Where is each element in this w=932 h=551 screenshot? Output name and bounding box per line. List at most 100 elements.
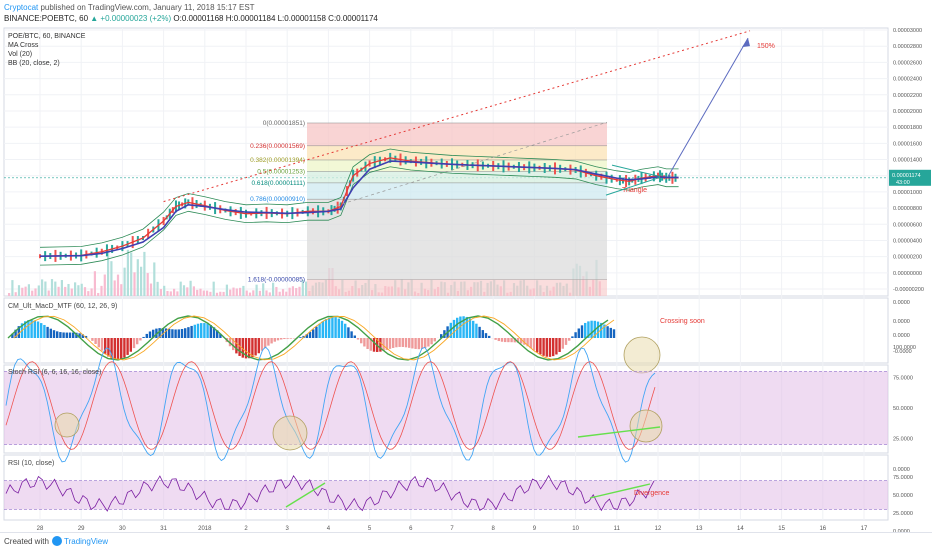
volume-bar [196,290,198,296]
last-price-label: 0.00001174 [892,173,921,179]
stoch-tick-label: 50.0000 [893,406,913,412]
macd-histogram-bar [549,338,551,357]
macd-histogram-bar [363,338,365,346]
stoch-highlight [273,416,307,450]
macd-histogram-bar [40,323,42,338]
macd-histogram-bar [485,333,487,338]
volume-bar [232,288,234,296]
chart-canvas[interactable]: 0(0.00001851)0.236(0.00001569)0.382(0.00… [0,24,932,532]
macd-histogram-bar [98,338,100,347]
tradingview-link[interactable]: TradingView [64,537,108,546]
macd-histogram-bar [488,336,490,338]
stoch-tick-label: 25.0000 [893,437,913,443]
author-link[interactable]: Cryptocat [4,3,38,12]
volume-bar [133,272,135,296]
macd-histogram-bar [565,338,567,345]
price-tick-label: 0.00000600 [893,222,922,228]
volume-bar [84,287,86,296]
volume-bar [67,284,69,296]
volume-bar [117,275,119,296]
fib-level-label: 0.236(0.00001569) [250,143,305,150]
fib-zone [307,123,607,146]
macd-histogram-bar [434,338,436,341]
price-tick-label: 0.00002000 [893,109,922,115]
volume-bar [41,279,43,296]
macd-histogram-bar [171,329,173,338]
volume-bar [259,291,261,296]
volume-bar [219,292,221,296]
macd-histogram-bar [501,338,503,342]
macd-histogram-bar [126,338,128,355]
stoch-tick-label: 0.0000 [893,467,910,473]
macd-histogram-bar [178,329,180,338]
macd-histogram-bar [277,338,279,340]
macd-histogram-bar [149,331,151,338]
macd-histogram-bar [482,330,484,338]
macd-histogram-bar [130,338,132,352]
volume-bar [87,291,89,296]
volume-bar [127,250,129,296]
macd-histogram-bar [533,338,535,350]
volume-bar [186,287,188,296]
volume-bar [292,286,294,296]
macd-histogram-bar [395,338,397,347]
macd-histogram-bar [341,321,343,338]
rsi-tick-label: 50.0000 [893,493,913,499]
legend-entry: Vol (20) [8,51,32,58]
volume-bar [275,287,277,296]
tradingview-logo-icon[interactable] [52,536,62,546]
macd-histogram-bar [478,327,480,338]
volume-bar [176,291,178,296]
volume-bar [295,288,297,296]
macd-histogram-bar [414,338,416,349]
macd-histogram-bar [270,338,272,343]
macd-histogram-bar [101,338,103,351]
macd-histogram-bar [507,338,509,342]
volume-bar [38,285,40,296]
volume-bar [289,288,291,296]
macd-histogram-bar [350,331,352,338]
fib-level-label: 0.786(0.00000910) [250,196,305,203]
macd-histogram-bar [347,327,349,338]
macd-histogram-bar [613,329,615,338]
macd-histogram-bar [206,324,208,338]
legend-entry: BB (20, close, 2) [8,60,60,67]
macd-histogram-bar [562,338,564,349]
volume-bar [21,288,23,296]
volume-bar [190,281,192,296]
volume-bar [236,288,238,296]
macd-histogram-bar [267,338,269,346]
macd-histogram-bar [606,326,608,338]
macd-histogram-bar [174,329,176,338]
arrow-head [742,38,750,47]
volume-bar [183,285,185,296]
symbol-label: BINANCE:POEBTC, 60 [4,14,88,23]
macd-histogram-bar [539,338,541,354]
created-with-label: Created with [4,537,49,546]
macd-histogram-bar [334,317,336,338]
crossing-label: Crossing soon [660,318,705,325]
macd-histogram-bar [555,338,557,354]
volume-bar [120,284,122,296]
macd-histogram-bar [66,333,68,338]
volume-bar [213,282,215,296]
macd-histogram-bar [136,338,138,344]
volume-bar [147,273,149,296]
macd-histogram-bar [331,317,333,338]
macd-histogram-bar [574,332,576,338]
volume-bar [173,289,175,296]
volume-bar [114,280,116,296]
volume-bar [285,292,287,296]
volume-bar [279,292,281,296]
macd-histogram-bar [344,324,346,338]
volume-bar [74,282,76,296]
macd-histogram-bar [280,338,282,340]
publish-info: published on TradingView.com, January 11… [40,3,254,12]
macd-histogram-bar [536,338,538,352]
macd-histogram-bar [181,329,183,338]
stoch-title: Stoch RSI (6, 6, 16, 16, close) [8,369,101,376]
macd-histogram-bar [62,332,64,338]
macd-tick-label: 0.0000 [893,333,910,339]
volume-bar [61,280,63,296]
macd-histogram-bar [469,319,471,338]
